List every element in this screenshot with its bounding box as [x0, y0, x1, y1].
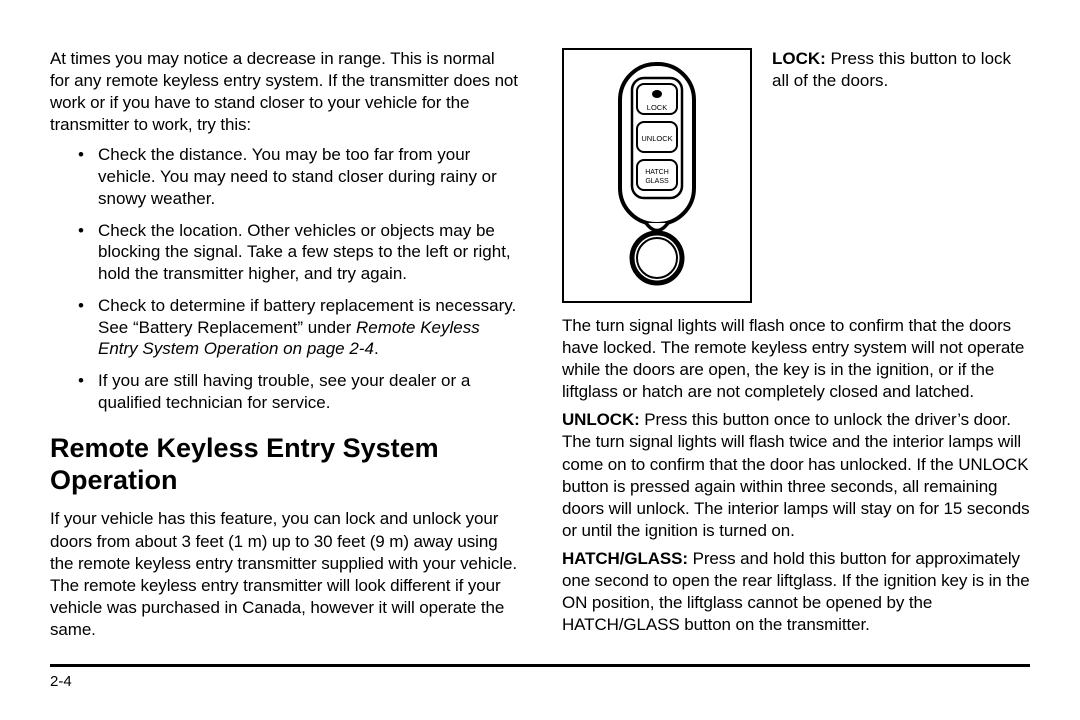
body-paragraph: If your vehicle has this feature, you ca… — [50, 508, 518, 641]
fob-row: LOCK UNLOCK HATCH GLASS LOCK: Press thi — [562, 48, 1030, 303]
left-column: At times you may notice a decrease in ra… — [50, 48, 522, 647]
unlock-paragraph: UNLOCK: Press this button once to unlock… — [562, 409, 1030, 542]
list-item: Check to determine if battery replacemen… — [50, 295, 518, 360]
fob-glass-label: GLASS — [645, 178, 669, 185]
fob-hatch-label: HATCH — [645, 169, 669, 176]
page-content: At times you may notice a decrease in ra… — [0, 0, 1080, 647]
bullet-list: Check the distance. You may be too far f… — [50, 144, 518, 413]
page-footer: 2-4 — [50, 664, 1030, 690]
key-fob-figure: LOCK UNLOCK HATCH GLASS — [562, 48, 752, 303]
list-item: If you are still having trouble, see you… — [50, 370, 518, 414]
intro-paragraph: At times you may notice a decrease in ra… — [50, 48, 518, 136]
fob-lock-label: LOCK — [647, 103, 667, 112]
turn-signal-paragraph: The turn signal lights will flash once t… — [562, 315, 1030, 403]
list-item: Check the distance. You may be too far f… — [50, 144, 518, 209]
page-number: 2-4 — [50, 673, 1030, 690]
lock-paragraph: LOCK: Press this button to lock all of t… — [772, 48, 1030, 303]
list-item: Check the location. Other vehicles or ob… — [50, 220, 518, 285]
key-fob-icon: LOCK UNLOCK HATCH GLASS — [582, 58, 732, 293]
fob-unlock-label: UNLOCK — [641, 134, 672, 143]
hatch-paragraph: HATCH/GLASS: Press and hold this button … — [562, 548, 1030, 636]
footer-rule — [50, 664, 1030, 667]
section-heading: Remote Keyless Entry System Operation — [50, 432, 518, 497]
right-column: LOCK UNLOCK HATCH GLASS LOCK: Press thi — [558, 48, 1030, 647]
